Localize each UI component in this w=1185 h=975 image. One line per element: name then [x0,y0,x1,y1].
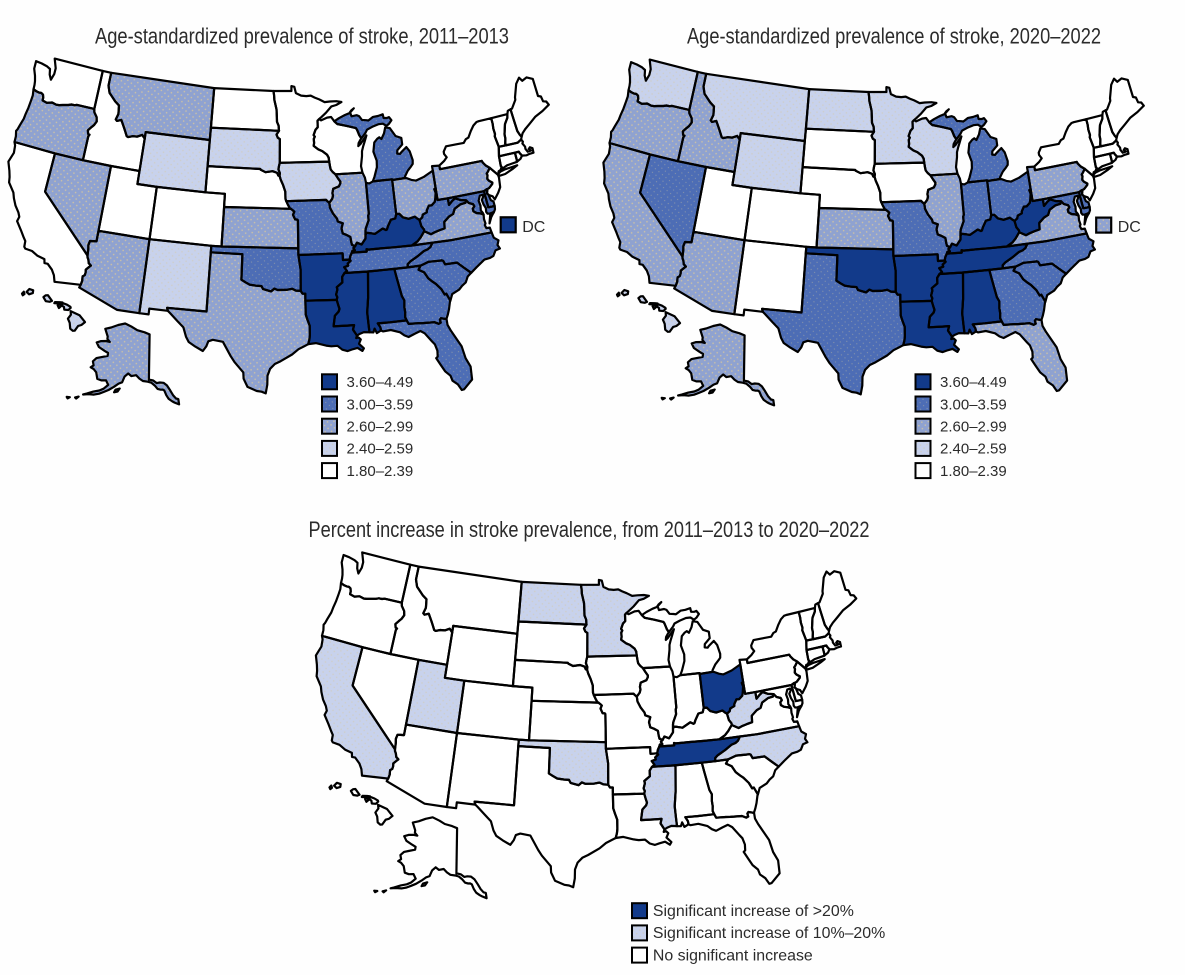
svg-text:3.00–3.59: 3.00–3.59 [347,396,414,413]
svg-text:Age-standardized prevalence of: Age-standardized prevalence of stroke, 2… [95,24,509,49]
svg-text:2.40–2.59: 2.40–2.59 [940,441,1007,458]
svg-text:Significant increase of 10%–20: Significant increase of 10%–20% [653,925,885,942]
svg-text:3.00–3.59: 3.00–3.59 [940,396,1007,413]
svg-text:2.40–2.59: 2.40–2.59 [347,441,414,458]
svg-text:Significant increase of >20%: Significant increase of >20% [653,903,854,920]
svg-text:Percent increase in stroke pre: Percent increase in stroke prevalence, f… [309,517,870,542]
svg-text:3.60–4.49: 3.60–4.49 [940,374,1007,391]
svg-text:2.60–2.99: 2.60–2.99 [347,419,414,436]
svg-text:1.80–2.39: 1.80–2.39 [940,463,1007,480]
svg-text:DC: DC [1118,219,1141,236]
svg-text:3.60–4.49: 3.60–4.49 [347,374,414,391]
svg-text:DC: DC [522,219,545,236]
svg-text:No significant increase: No significant increase [653,947,813,964]
svg-text:2.60–2.99: 2.60–2.99 [940,419,1007,436]
svg-text:Age-standardized prevalence of: Age-standardized prevalence of stroke, 2… [687,24,1101,49]
svg-text:1.80–2.39: 1.80–2.39 [347,463,414,480]
